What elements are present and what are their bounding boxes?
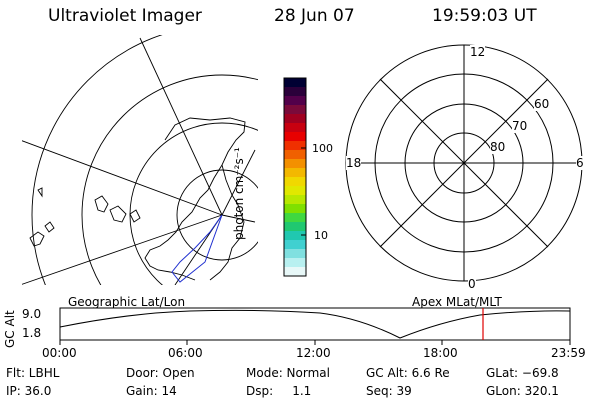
x-tick-label: 23:59 (551, 346, 586, 360)
status-glon: GLon: 320.1 (486, 384, 559, 398)
colorbar-segment (284, 213, 306, 223)
mlat-label-60: 60 (534, 97, 550, 111)
mlt-label-6: 6 (576, 156, 584, 170)
status-seq: Seq: 39 (366, 384, 412, 398)
colorbar-tick-100: 100 (312, 142, 333, 155)
colorbar-segment (284, 123, 306, 133)
latitude-circle (81, 74, 258, 285)
mlt-label-0: 0 (468, 277, 476, 291)
status-ip: IP: 36.0 (6, 384, 52, 398)
mlt-label-18: 18 (346, 156, 362, 170)
time-label: 19:59:03 UT (432, 6, 537, 26)
meridian-line (22, 140, 223, 216)
mlt-diagonal (379, 78, 549, 248)
south-america-tip-coast (29, 187, 141, 247)
colorbar-segment (284, 141, 306, 151)
status-dsp: Dsp: 1.1 (246, 384, 312, 398)
meridian-line (139, 37, 223, 216)
status-gain: Gain: 14 (126, 384, 177, 398)
colorbar-segment (284, 159, 306, 169)
colorbar-segment (284, 186, 306, 196)
meridian-line (221, 149, 256, 216)
x-tick-label: 00:00 (42, 346, 77, 360)
meridian-line (221, 214, 256, 223)
x-tick-label: 12:00 (296, 346, 331, 360)
colorbar-segment (284, 114, 306, 124)
altitude-curve (59, 309, 571, 339)
x-tick-label: 18:00 (423, 346, 458, 360)
colorbar-segment (284, 87, 306, 97)
colorbar-segment (284, 96, 306, 106)
colorbar-segment (284, 105, 306, 115)
latitude-circle (176, 169, 258, 261)
apex-label: Apex MLat/MLT (412, 295, 502, 309)
colorbar-segment (284, 222, 306, 232)
colorbar-segment (284, 258, 306, 268)
instrument-title: Ultraviolet Imager (48, 6, 202, 26)
colorbar-segment (284, 78, 306, 88)
mlat-label-80: 80 (490, 140, 506, 154)
colorbar-segment (284, 150, 306, 160)
y-tick-min: 1.8 (22, 326, 42, 340)
status-flt: Flt: LBHL (6, 366, 60, 380)
colorbar-frame (283, 77, 307, 277)
colorbar-segment (284, 204, 306, 214)
mlat-label-70: 70 (512, 119, 528, 133)
status-door: Door: Open (126, 366, 195, 380)
status-glat: GLat: −69.8 (486, 366, 559, 380)
colorbar-segment (284, 249, 306, 259)
date-label: 28 Jun 07 (274, 6, 355, 26)
status-gc-alt: GC Alt: 6.6 Re (366, 366, 450, 380)
y-tick-max: 9.0 (22, 307, 42, 321)
colorbar-segment (284, 168, 306, 178)
colorbar-segment (284, 132, 306, 142)
colorbar-segment (284, 267, 306, 277)
satellite-footprint-track (171, 214, 223, 283)
mlt-label-12: 12 (470, 45, 486, 59)
antarctic-peninsula-coast (144, 117, 246, 281)
colorbar-segment (284, 240, 306, 250)
status-mode: Mode: Normal (246, 366, 330, 380)
geographic-label: Geographic Lat/Lon (68, 295, 186, 309)
ice-shelf-coast (209, 164, 245, 281)
x-tick-label: 06:00 (168, 346, 203, 360)
colorbar-tick-10: 10 (314, 229, 328, 242)
colorbar-segment (284, 195, 306, 205)
intensity-colorbar (283, 77, 307, 277)
latitude-circle (31, 35, 163, 285)
meridian-line (22, 214, 223, 285)
colorbar-segment (284, 177, 306, 187)
colorbar-segment (284, 231, 306, 241)
